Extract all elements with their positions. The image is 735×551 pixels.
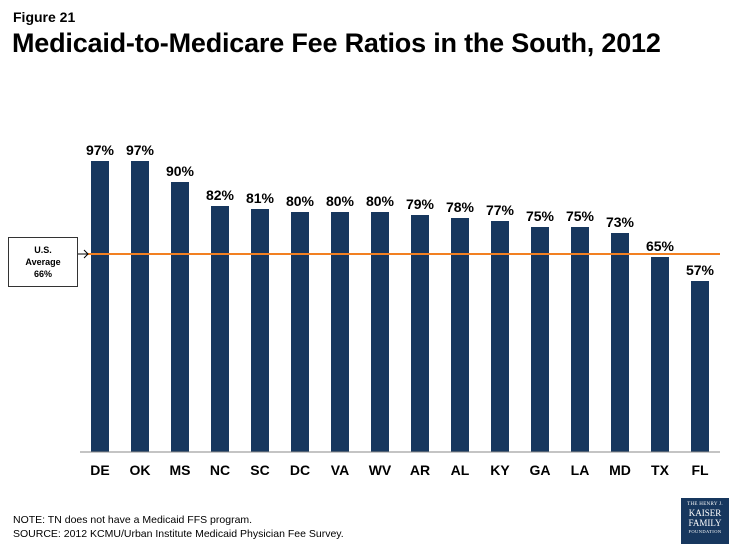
bar-md <box>611 233 629 452</box>
category-label-ky: KY <box>490 462 510 478</box>
bar-fl <box>691 281 709 452</box>
category-label-tx: TX <box>651 462 670 478</box>
logo-line4: FOUNDATION <box>688 529 722 534</box>
value-label-ar: 79% <box>406 196 435 212</box>
note-text: NOTE: TN does not have a Medicaid FFS pr… <box>13 514 253 526</box>
us-average-label: U.S. Average 66% <box>8 237 78 287</box>
value-label-nc: 82% <box>206 187 235 203</box>
bar-ms <box>171 182 189 452</box>
value-label-al: 78% <box>446 199 475 215</box>
value-label-de: 97% <box>86 142 115 158</box>
logo-line1: THE HENRY J. <box>687 502 723 507</box>
logo-line2: KAISER <box>688 508 722 518</box>
value-label-md: 73% <box>606 214 635 230</box>
bar-de <box>91 161 109 452</box>
category-label-ga: GA <box>530 462 551 478</box>
category-label-ar: AR <box>410 462 430 478</box>
bar-ok <box>131 161 149 452</box>
value-label-ga: 75% <box>526 208 555 224</box>
bar-ar <box>411 215 429 452</box>
footnotes: NOTE: TN does not have a Medicaid FFS pr… <box>13 513 344 541</box>
value-label-fl: 57% <box>686 262 715 278</box>
category-label-sc: SC <box>250 462 269 478</box>
bar-al <box>451 218 469 452</box>
value-label-va: 80% <box>326 193 355 209</box>
value-label-ky: 77% <box>486 202 515 218</box>
bar-sc <box>251 209 269 452</box>
average-pointer-arrowhead <box>83 249 89 259</box>
category-label-ms: MS <box>170 462 191 478</box>
category-label-va: VA <box>331 462 349 478</box>
bar-la <box>571 227 589 452</box>
kff-logo: THE HENRY J. KAISER FAMILY FOUNDATION <box>681 498 729 544</box>
category-label-dc: DC <box>290 462 310 478</box>
chart-title: Medicaid-to-Medicare Fee Ratios in the S… <box>12 28 661 58</box>
bar-dc <box>291 212 309 452</box>
value-label-la: 75% <box>566 208 595 224</box>
bar-ky <box>491 221 509 452</box>
category-label-de: DE <box>90 462 109 478</box>
bar-wv <box>371 212 389 452</box>
bar-nc <box>211 206 229 452</box>
value-label-wv: 80% <box>366 193 395 209</box>
bar-ga <box>531 227 549 452</box>
category-label-la: LA <box>571 462 590 478</box>
logo-line3: FAMILY <box>688 518 722 528</box>
value-label-ms: 90% <box>166 163 195 179</box>
value-label-ok: 97% <box>126 142 155 158</box>
category-label-fl: FL <box>691 462 709 478</box>
us-average-label-line1: U.S. <box>34 245 52 255</box>
category-label-nc: NC <box>210 462 230 478</box>
value-label-sc: 81% <box>246 190 275 206</box>
bar-va <box>331 212 349 452</box>
category-label-wv: WV <box>369 462 392 478</box>
category-label-md: MD <box>609 462 631 478</box>
category-label-ok: OK <box>130 462 151 478</box>
value-label-tx: 65% <box>646 238 675 254</box>
figure-label: Figure 21 <box>13 9 76 25</box>
us-average-label-line2: Average <box>25 257 61 267</box>
category-label-al: AL <box>451 462 470 478</box>
us-average-label-line3: 66% <box>33 269 52 279</box>
value-label-dc: 80% <box>286 193 315 209</box>
bar-tx <box>651 257 669 452</box>
source-text: SOURCE: 2012 KCMU/Urban Institute Medica… <box>13 528 344 540</box>
